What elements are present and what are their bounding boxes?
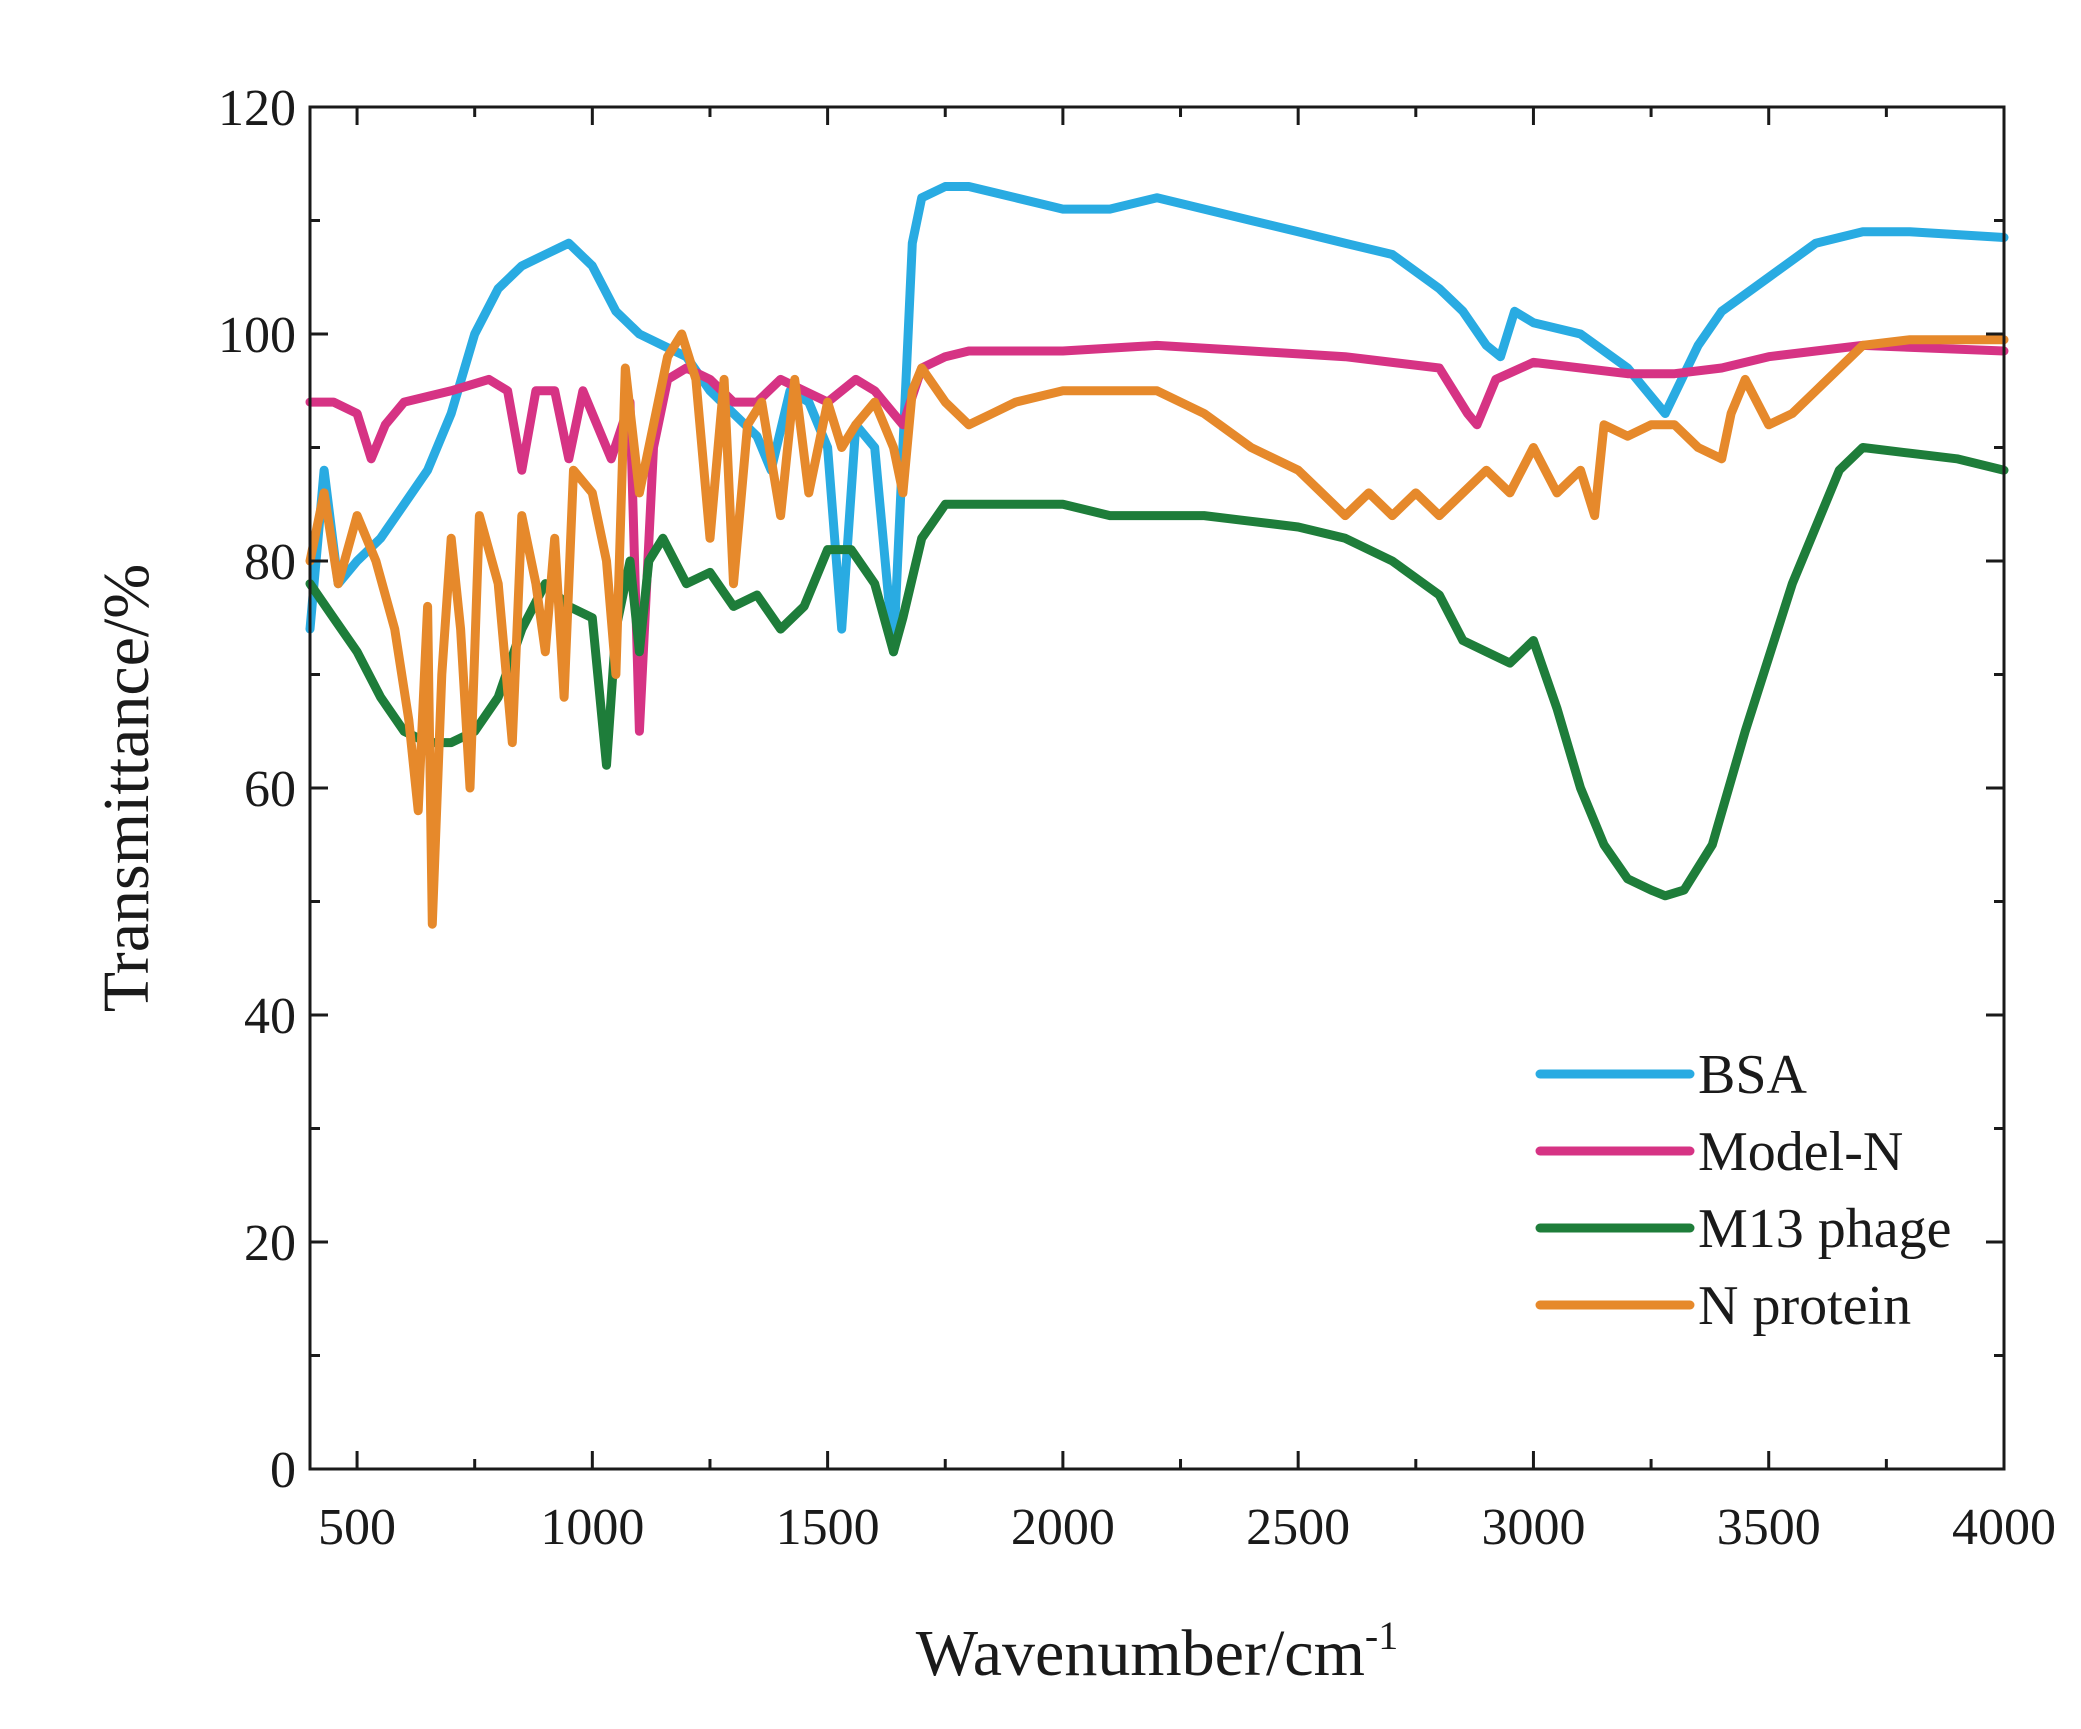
y-tick-label: 80 bbox=[244, 534, 296, 591]
y-tick-label: 20 bbox=[244, 1215, 296, 1272]
series-line-n-protein bbox=[305, 329, 2009, 929]
series-line-model-n bbox=[305, 340, 2009, 736]
tick-layer bbox=[310, 105, 2006, 1471]
x-tick-label: 500 bbox=[318, 1499, 396, 1556]
x-tick-label: 3000 bbox=[1481, 1499, 1585, 1556]
x-tick-label: 2500 bbox=[1246, 1499, 1350, 1556]
y-tick-label: 0 bbox=[270, 1442, 296, 1499]
x-tick-labels: 500 1000 1500 2000 2500 3000 3500 4000 bbox=[318, 1499, 2056, 1556]
series-layer bbox=[305, 182, 2009, 929]
legend-label-m13-phage: M13 phage bbox=[1698, 1198, 1952, 1260]
x-tick-label: 1000 bbox=[540, 1499, 644, 1556]
legend-label-model-n: Model-N bbox=[1698, 1121, 1903, 1183]
x-axis-title-superscript: -1 bbox=[1365, 1613, 1398, 1658]
x-axis-title: Wavenumber/cm-1 bbox=[916, 1613, 1399, 1690]
y-tick-label: 120 bbox=[218, 80, 296, 137]
legend: BSA Model-N M13 phage N protein bbox=[1535, 1044, 1952, 1337]
y-tick-labels: 0 20 40 60 80 100 120 bbox=[218, 80, 296, 1499]
legend-label-n-protein: N protein bbox=[1698, 1275, 1911, 1337]
x-tick-label: 2000 bbox=[1011, 1499, 1115, 1556]
legend-label-bsa: BSA bbox=[1698, 1044, 1807, 1106]
y-tick-label: 40 bbox=[244, 988, 296, 1045]
x-tick-label: 4000 bbox=[1952, 1499, 2056, 1556]
x-axis-title-main: Wavenumber/cm bbox=[916, 1617, 1365, 1690]
y-tick-label: 100 bbox=[218, 307, 296, 364]
x-tick-label: 3500 bbox=[1717, 1499, 1821, 1556]
x-tick-label: 1500 bbox=[776, 1499, 880, 1556]
y-tick-label: 60 bbox=[244, 761, 296, 818]
y-axis-title: Transmittance/% bbox=[90, 564, 163, 1013]
